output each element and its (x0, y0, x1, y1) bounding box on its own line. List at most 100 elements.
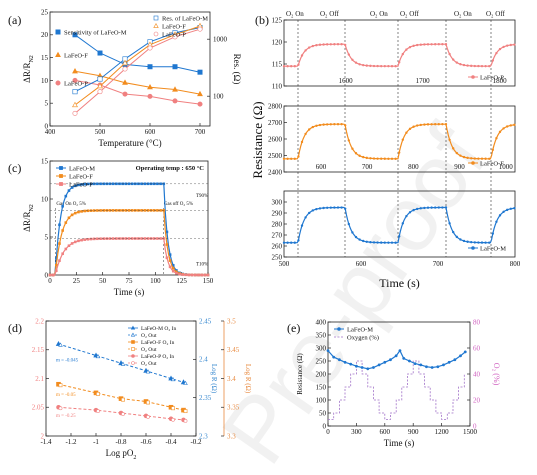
annotation: Operating temp : 650 °C (136, 165, 205, 172)
resistance-point-LaFeO-P (376, 64, 379, 68)
resistance-point-LaFeO-P (347, 53, 350, 56)
resistance-point (326, 349, 330, 353)
resistance-point-LaFeO-F (380, 157, 383, 160)
resistance-point-LaFeO-P (430, 43, 433, 46)
resistance-point-LaFeO-F (477, 157, 480, 160)
resistance-point-LaFeO-P (488, 64, 491, 68)
phase-label: O₂ Off (400, 10, 420, 18)
resistance-point-LaFeO-F (401, 138, 404, 141)
x-tick-label: -1.2 (65, 438, 77, 446)
legend-marker (131, 340, 135, 344)
resistance-point-LaFeO-F (448, 138, 451, 141)
resistance-point-LaFeO-M (444, 206, 448, 209)
response-point-LaFeO-M (165, 230, 169, 234)
y2-tick-label: 0 (473, 422, 477, 430)
y-tick-label: 125 (272, 16, 283, 24)
sensitivity-point-LaFeO-M (147, 64, 153, 70)
data-point-out-LaFeO-P (121, 412, 125, 416)
data-point-out-LaFeO-F (96, 391, 100, 396)
y-tick-label: 2600 (268, 135, 283, 143)
fit-line-LaFeO-M (58, 343, 184, 383)
resistance-point-LaFeO-P (300, 54, 304, 57)
response-point-LaFeO-M (80, 183, 83, 186)
resistance-point-LaFeO-M (304, 216, 307, 219)
resistance-point-LaFeO-M (480, 241, 484, 244)
y-tick-label: 5 (45, 233, 49, 241)
phase-label: O₂ On (286, 10, 304, 18)
resistance-point-LaFeO-P (419, 43, 422, 46)
response-point-LaFeO-M (64, 194, 68, 198)
slope-label: m = -0.05 (56, 393, 76, 398)
x-tick-label: 50 (99, 277, 107, 285)
data-point-out-LaFeO-F (146, 400, 150, 405)
resistance-point-LaFeO-F (444, 122, 448, 126)
response-point-LaFeO-M (61, 204, 64, 208)
response-point-LaFeO-M (127, 182, 131, 186)
resistance-point-LaFeO-F (326, 123, 329, 126)
response-point-LaFeO-F (80, 210, 83, 213)
legend-marker (153, 31, 159, 37)
resistance-point-LaFeO-F (340, 122, 343, 126)
panel-label: (d) (8, 321, 22, 335)
response-point-LaFeO-M (73, 184, 77, 188)
resistance-point-LaFeO-F (462, 155, 466, 159)
resistance-point-LaFeO-F (412, 125, 415, 128)
resistance-point-LaFeO-M (412, 208, 415, 212)
data-point-out-LaFeO-P (96, 409, 100, 414)
resistance-point (377, 363, 381, 367)
response-point-LaFeO-P (194, 273, 197, 277)
gas-off-label: Gas off O₂ 5% (164, 202, 193, 207)
resistance-point-LaFeO-F (455, 151, 458, 155)
sensitivity-point-LaFeO-M (197, 69, 203, 75)
legend-label: LaFeO-P (69, 181, 93, 188)
resistance-point-LaFeO-P (311, 44, 314, 48)
resistance-point-LaFeO-P (434, 43, 437, 46)
response-point-LaFeO-P (80, 238, 83, 242)
resistance-point-LaFeO-M (495, 220, 498, 224)
response-point-LaFeO-F (165, 243, 169, 246)
y-tick-label: 0 (323, 422, 327, 430)
resistance-point-LaFeO-F (297, 155, 300, 158)
data-point-out-LaFeO-M (58, 342, 63, 347)
response-line-LaFeO-P (50, 237, 208, 276)
response-point-LaFeO-P (197, 273, 200, 277)
data-point-out-LaFeO-M (95, 353, 101, 359)
x-tick-label: 0 (326, 428, 330, 436)
legend-marker (153, 22, 159, 28)
resistance-point-LaFeO-M (297, 239, 300, 242)
resistance-point-LaFeO-M (477, 241, 480, 244)
resistance-point-LaFeO-P (398, 61, 401, 64)
resistance-point-LaFeO-P (491, 59, 494, 62)
resistance-point-LaFeO-F (351, 147, 354, 150)
sensitivity-point-LaFeO-F (147, 83, 153, 90)
resistance-point-LaFeO-M (286, 241, 289, 244)
y2-axis-label: O₂ (%) (492, 363, 501, 386)
x-axis-label: Log pO2 (106, 448, 137, 461)
y-axis-label: Resistance (Ω) (250, 101, 265, 178)
resistance-point-LaFeO-M (315, 207, 318, 211)
sensitivity-point-LaFeO-P (172, 98, 178, 104)
panel-label: (e) (287, 321, 300, 335)
resistance-point-LaFeO-P (401, 52, 404, 56)
resistance-point-LaFeO-P (444, 43, 448, 46)
resistance-point-LaFeO-F (480, 157, 484, 160)
resistance-point-LaFeO-P (459, 63, 462, 66)
phase-label: O₂ Off (320, 10, 340, 18)
legend-label: LaFeO-P (162, 31, 186, 38)
y-tick-label: 0 (45, 271, 49, 279)
phase-label: O₂ On (454, 10, 472, 18)
data-point-out-LaFeO-F (171, 406, 175, 411)
y-tick-label: 2.05 (32, 404, 45, 412)
resistance-point-LaFeO-M (394, 241, 397, 244)
response-point-LaFeO-P (127, 237, 131, 240)
legend-marker (59, 174, 63, 178)
x-tick-label: 400 (45, 128, 56, 136)
sensitivity-point-LaFeO-P (197, 101, 203, 107)
sensitivity-point-LaFeO-M (72, 32, 78, 38)
y-tick-label: 2500 (268, 152, 283, 160)
resistance-line-LaFeO-M (74, 27, 201, 93)
resistance-point-LaFeO-P (437, 43, 440, 46)
response-point-LaFeO-F (58, 242, 61, 245)
resistance-point-LaFeO-F (509, 124, 512, 127)
resistance-point-LaFeO-F (72, 101, 78, 108)
